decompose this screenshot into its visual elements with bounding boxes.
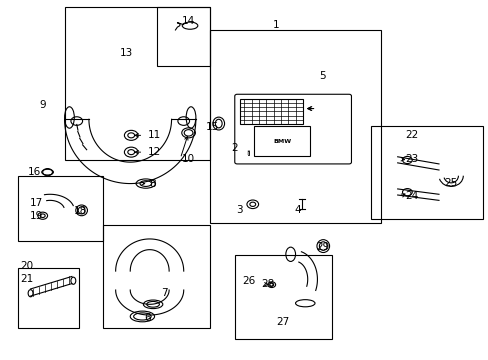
Bar	[254, 126, 309, 156]
Text: 17: 17	[30, 198, 43, 208]
Text: 7: 7	[161, 288, 167, 297]
Text: 21: 21	[20, 274, 33, 284]
Text: 16: 16	[28, 167, 41, 177]
Bar	[157, 7, 210, 66]
Bar	[64, 7, 210, 160]
Text: 23: 23	[405, 154, 418, 164]
Text: 20: 20	[20, 261, 33, 271]
Bar	[19, 267, 79, 328]
Text: 3: 3	[236, 205, 243, 215]
Text: 10: 10	[182, 154, 195, 163]
Text: 26: 26	[242, 276, 255, 286]
Text: 2: 2	[231, 143, 238, 153]
Text: 9: 9	[40, 100, 46, 110]
Bar	[239, 99, 302, 123]
Text: 15: 15	[206, 122, 219, 132]
Text: 25: 25	[444, 178, 457, 188]
Text: 27: 27	[275, 317, 288, 327]
Bar	[210, 30, 380, 223]
Bar	[370, 126, 482, 219]
Text: 13: 13	[120, 48, 133, 58]
Text: 18: 18	[73, 206, 86, 216]
Text: BMW: BMW	[273, 139, 291, 144]
Text: 11: 11	[148, 130, 161, 140]
Bar	[234, 255, 331, 339]
Text: 6: 6	[143, 312, 150, 323]
Text: 29: 29	[316, 242, 329, 252]
Text: 19: 19	[30, 211, 43, 221]
Text: 8: 8	[148, 179, 155, 189]
Text: 1: 1	[272, 19, 279, 30]
Text: 5: 5	[318, 71, 325, 81]
Text: 22: 22	[405, 130, 418, 140]
Text: 14: 14	[182, 16, 195, 26]
Bar	[19, 176, 103, 241]
Text: 4: 4	[294, 205, 301, 215]
Text: 24: 24	[405, 191, 418, 201]
Bar	[103, 225, 210, 328]
Text: 12: 12	[148, 147, 161, 157]
Text: 28: 28	[261, 279, 274, 289]
